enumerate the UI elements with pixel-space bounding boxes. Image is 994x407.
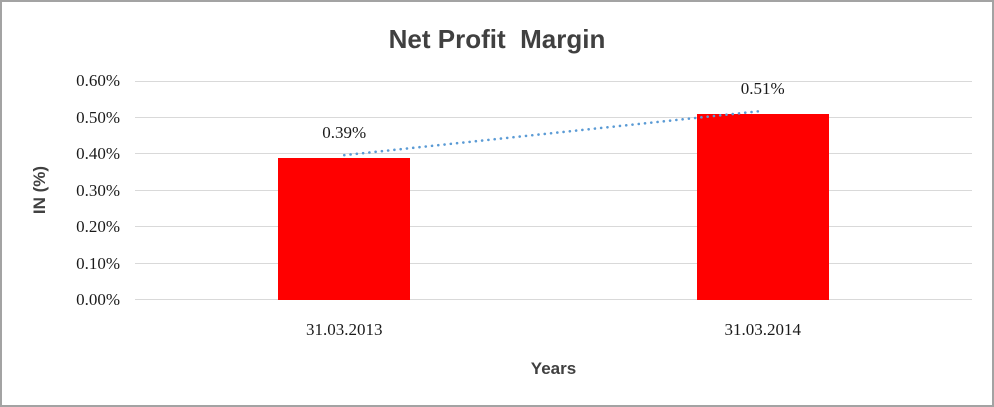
y-tick-label: 0.00%: [76, 290, 120, 309]
y-tick-label: 0.60%: [76, 71, 120, 90]
x-axis-title: Years: [530, 359, 577, 378]
gridline: [135, 226, 972, 227]
y-tick-label: 0.30%: [76, 180, 120, 200]
bar: [696, 113, 829, 300]
gridline: [135, 153, 972, 154]
y-tick-label: 0.20%: [76, 217, 120, 236]
gridline: [135, 262, 972, 264]
gridline: [135, 116, 972, 118]
gridline: [135, 81, 972, 82]
gridline: [135, 189, 972, 191]
data-label: 0.51%: [740, 78, 785, 98]
y-tick-label: 0.50%: [76, 107, 120, 127]
plot-area: 0.39% 0.51%: [135, 78, 972, 300]
y-tick-label: 0.10%: [76, 253, 120, 273]
gridline: [135, 299, 972, 300]
x-category-label: 31.03.2014: [724, 320, 802, 339]
data-label: 0.39%: [322, 122, 367, 142]
chart-title: Net Profit Margin: [388, 24, 606, 54]
bar: [278, 157, 411, 300]
x-category-label: 31.03.2013: [306, 320, 383, 339]
trendline: [342, 109, 765, 157]
y-tick-label: 0.40%: [76, 144, 120, 163]
